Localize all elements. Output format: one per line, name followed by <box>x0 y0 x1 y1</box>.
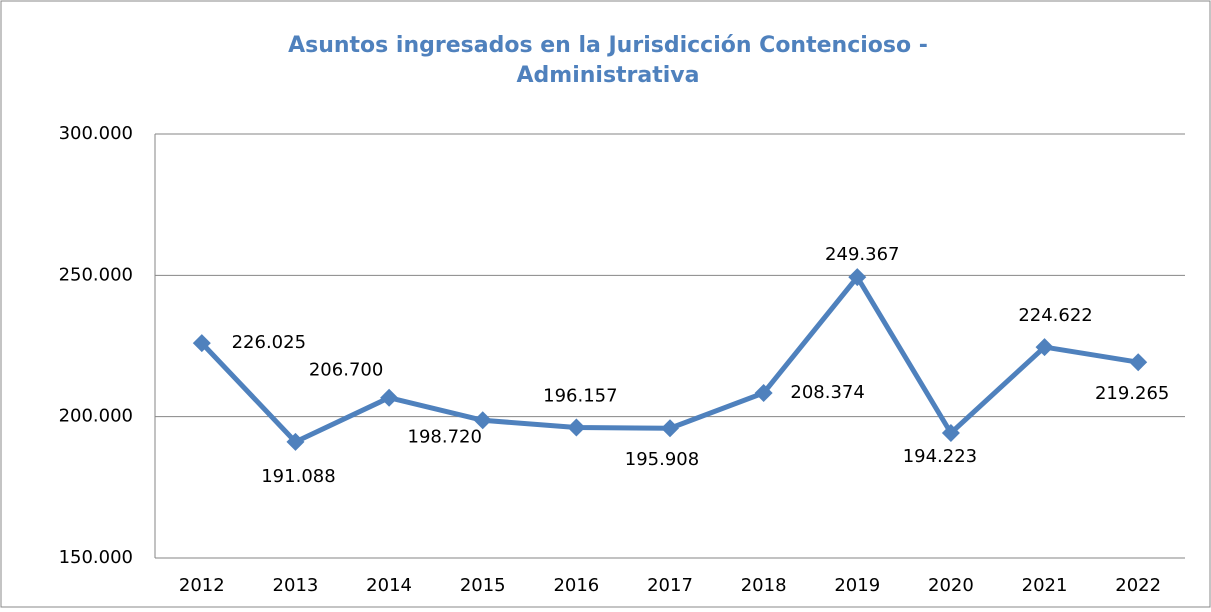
data-point <box>380 388 399 407</box>
data-point <box>286 432 305 451</box>
data-point <box>661 419 679 438</box>
y-tick-label: 300.000 <box>59 123 133 144</box>
x-tick-label: 2017 <box>647 575 693 596</box>
data-point <box>1035 338 1054 357</box>
data-label: 194.223 <box>903 446 977 467</box>
data-label: 196.157 <box>543 386 617 407</box>
data-label: 191.088 <box>261 466 335 487</box>
data-label: 206.700 <box>309 360 383 381</box>
x-tick-label: 2018 <box>741 575 787 596</box>
data-label: 195.908 <box>625 449 699 470</box>
y-tick-label: 250.000 <box>59 264 133 285</box>
data-label: 224.622 <box>1018 305 1092 326</box>
data-point <box>473 411 492 430</box>
x-tick-label: 2012 <box>179 575 225 596</box>
x-tick-label: 2014 <box>366 575 412 596</box>
data-point <box>848 268 867 287</box>
x-tick-label: 2013 <box>273 575 319 596</box>
x-tick-label: 2020 <box>928 575 974 596</box>
y-tick-label: 150.000 <box>59 547 133 568</box>
data-point <box>941 423 960 442</box>
data-label: 249.367 <box>825 244 899 265</box>
x-tick-label: 2021 <box>1022 575 1068 596</box>
data-point <box>192 334 211 353</box>
x-tick-label: 2022 <box>1115 575 1161 596</box>
x-tick-label: 2016 <box>553 575 599 596</box>
x-tick-label: 2019 <box>834 575 880 596</box>
data-label: 226.025 <box>232 332 306 353</box>
y-tick-label: 200.000 <box>59 406 133 427</box>
x-tick-label: 2015 <box>460 575 506 596</box>
chart-title: Asuntos ingresados en la Jurisdicción Co… <box>288 33 928 58</box>
data-point <box>1129 353 1148 372</box>
data-label: 219.265 <box>1095 383 1169 404</box>
chart-title: Administrativa <box>517 63 700 88</box>
data-point <box>567 418 586 437</box>
data-label: 198.720 <box>408 426 482 447</box>
data-label: 208.374 <box>790 382 864 403</box>
data-point <box>754 383 773 402</box>
